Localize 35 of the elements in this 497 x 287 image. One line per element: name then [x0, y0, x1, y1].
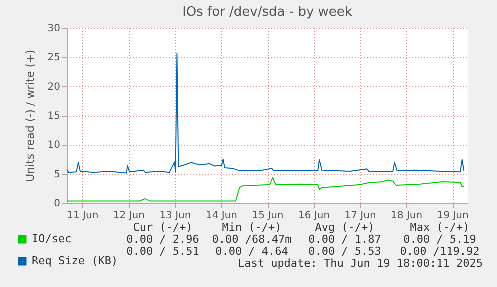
x-tick-label: 14 Jun	[206, 210, 238, 222]
text: Avg (-/+)	[315, 221, 375, 234]
line-series	[66, 177, 465, 202]
y-tick-label: 25	[48, 52, 60, 64]
x-tick-label: 19 Jun	[437, 210, 469, 222]
x-tick-label: 15 Jun	[252, 210, 284, 222]
text: 0.00 / 5.53	[308, 245, 382, 258]
x-tick-label: 11 Jun	[67, 210, 99, 222]
text: 0.00 /68.47m	[212, 233, 292, 246]
text: Max (-/+)	[410, 221, 470, 234]
text: 0.00 / 2.96	[126, 233, 200, 246]
legend-label: Req Size (KB)	[32, 254, 118, 268]
x-tick-label: 16 Jun	[298, 210, 330, 222]
text: 0.00 /119.92	[400, 245, 480, 258]
x-tick-label: 18 Jun	[391, 210, 423, 222]
x-tick-label: 17 Jun	[344, 210, 376, 222]
y-axis-title: Units read (-) / write (+)	[24, 50, 37, 182]
text: 0.00 / 5.19	[404, 233, 476, 246]
text: 0.00 / 5.51	[126, 245, 200, 258]
x-tick-label: 12 Jun	[113, 210, 145, 222]
text: Cur (-/+)	[133, 221, 193, 234]
line-series	[66, 53, 465, 174]
y-tick-label: 10	[48, 140, 60, 152]
y-tick-label: 20	[48, 82, 60, 93]
y-tick-label: 0	[54, 198, 60, 210]
y-tick-label: 30	[48, 24, 60, 34]
chart-title: IOs for /dev/sda - by week	[182, 5, 353, 20]
y-tick-label: 5	[54, 169, 60, 180]
y-tick-label: 15	[48, 111, 60, 122]
legend-label: IO/sec	[32, 232, 72, 246]
text: 0.00 / 4.64	[216, 245, 288, 258]
text: Min (-/+)	[222, 221, 282, 234]
x-tick-label: 13 Jun	[160, 210, 192, 222]
text: Last update: Thu Jun 19 18:00:11 2025	[238, 257, 483, 270]
text: 0.00 / 1.87	[308, 233, 382, 246]
